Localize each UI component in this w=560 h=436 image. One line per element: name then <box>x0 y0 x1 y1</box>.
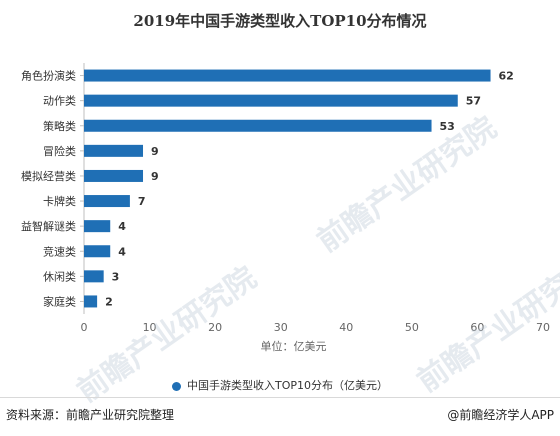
legend-marker-icon <box>171 381 181 391</box>
category-label: 策略类 <box>43 119 76 133</box>
bar <box>84 220 111 233</box>
chart-title: 2019年中国手游类型收入TOP10分布情况 <box>133 12 427 30</box>
x-tick-label: 40 <box>339 321 353 334</box>
category-label: 冒险类 <box>43 144 76 158</box>
footer-divider <box>0 397 560 398</box>
bar <box>84 119 432 132</box>
data-label: 2 <box>105 295 113 308</box>
category-label: 休闲类 <box>43 269 76 283</box>
category-label: 益智解谜类 <box>21 219 76 233</box>
data-label: 53 <box>440 120 455 133</box>
data-label: 9 <box>151 170 159 183</box>
source-note: 资料来源：前瞻产业研究院整理 <box>6 408 175 422</box>
x-tick-label: 70 <box>536 321 550 334</box>
category-label: 模拟经营类 <box>21 169 76 183</box>
bar <box>84 169 144 182</box>
x-tick-label: 0 <box>81 321 88 334</box>
x-tick-label: 60 <box>470 321 484 334</box>
brand-label: @前瞻经济学人APP <box>447 408 554 422</box>
category-label: 卡牌类 <box>43 194 76 208</box>
bar <box>84 94 458 107</box>
data-label: 7 <box>138 195 146 208</box>
bar <box>84 245 111 258</box>
bar-chart: 0 10 20 30 40 50 60 70 单位：亿美元 角色扮演类 62 动作类 57 策略类 53 冒险… <box>21 63 550 353</box>
legend-label: 中国手游类型收入TOP10分布（亿美元） <box>186 379 388 392</box>
category-label: 家庭类 <box>43 294 76 308</box>
data-label: 4 <box>118 220 126 233</box>
x-tick-label: 50 <box>405 321 419 334</box>
data-label: 4 <box>118 245 126 258</box>
bar <box>84 69 491 82</box>
x-tick-label: 30 <box>274 321 288 334</box>
x-tick-label: 20 <box>208 321 222 334</box>
data-label: 9 <box>151 145 159 158</box>
data-label: 62 <box>499 70 514 83</box>
bar <box>84 295 98 308</box>
legend: 中国手游类型收入TOP10分布（亿美元） <box>0 377 560 393</box>
bar <box>84 270 104 283</box>
x-tick-label: 10 <box>143 321 157 334</box>
x-axis-label: 单位：亿美元 <box>261 339 327 353</box>
bar <box>84 195 130 208</box>
category-label: 动作类 <box>43 94 76 108</box>
category-label: 角色扮演类 <box>21 69 76 83</box>
data-label: 57 <box>466 95 481 108</box>
data-label: 3 <box>112 270 120 283</box>
bar <box>84 144 144 157</box>
category-label: 竞速类 <box>43 244 76 258</box>
